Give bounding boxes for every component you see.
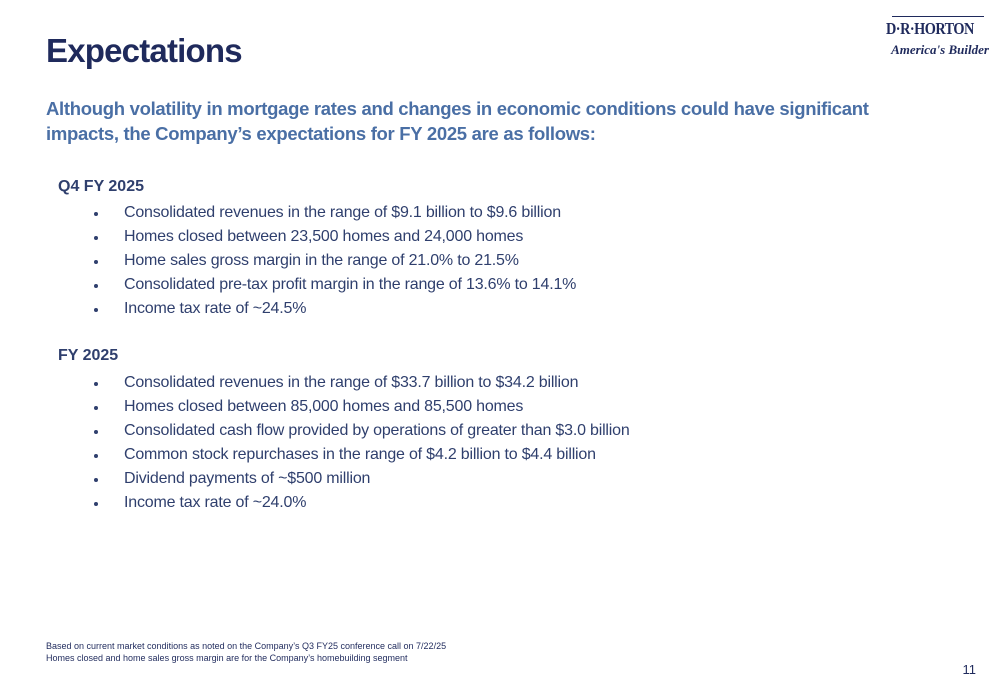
list-item-text: Common stock repurchases in the range of… xyxy=(124,446,596,463)
bullet-icon xyxy=(94,406,98,410)
list-item: Common stock repurchases in the range of… xyxy=(92,444,630,468)
logo-tagline: America's Builder xyxy=(891,42,989,57)
list-item: Homes closed between 23,500 homes and 24… xyxy=(92,226,576,250)
section-heading-fy2025: FY 2025 xyxy=(58,347,119,364)
list-item-text: Homes closed between 85,000 homes and 85… xyxy=(124,398,524,415)
list-item: Income tax rate of ~24.0% xyxy=(92,492,630,516)
footnote: Based on current market conditions as no… xyxy=(46,641,447,651)
list-item: Dividend payments of ~$500 million xyxy=(92,468,630,492)
q4-fy2025-list: Consolidated revenues in the range of $9… xyxy=(92,202,576,322)
list-item-text: Consolidated revenues in the range of $9… xyxy=(124,204,561,221)
list-item: Consolidated cash flow provided by opera… xyxy=(92,420,630,444)
bullet-icon xyxy=(94,502,98,506)
bullet-icon xyxy=(94,308,98,312)
list-item: Home sales gross margin in the range of … xyxy=(92,250,576,274)
list-item-text: Income tax rate of ~24.0% xyxy=(124,494,307,511)
bullet-icon xyxy=(94,430,98,434)
list-item-text: Consolidated pre-tax profit margin in th… xyxy=(124,276,577,293)
bullet-icon xyxy=(94,236,98,240)
list-item: Consolidated revenues in the range of $9… xyxy=(92,202,576,226)
footnotes: Based on current market conditions as no… xyxy=(46,640,446,664)
list-item-text: Consolidated cash flow provided by opera… xyxy=(124,422,630,439)
bullet-icon xyxy=(94,454,98,458)
list-item-text: Dividend payments of ~$500 million xyxy=(124,470,371,487)
list-item-text: Homes closed between 23,500 homes and 24… xyxy=(124,228,524,245)
bullet-icon xyxy=(94,212,98,216)
list-item: Consolidated revenues in the range of $3… xyxy=(92,372,630,396)
list-item-text: Income tax rate of ~24.5% xyxy=(124,300,307,317)
bullet-icon xyxy=(94,382,98,386)
list-item-text: Home sales gross margin in the range of … xyxy=(124,252,519,269)
company-logo: D·R·HORTON America's Builder xyxy=(886,16,989,62)
page-title: Expectations xyxy=(46,32,243,69)
logo-rule xyxy=(892,16,984,17)
list-item: Homes closed between 85,000 homes and 85… xyxy=(92,396,630,420)
bullet-icon xyxy=(94,478,98,482)
bullet-icon xyxy=(94,284,98,288)
list-item: Consolidated pre-tax profit margin in th… xyxy=(92,274,576,298)
list-item: Income tax rate of ~24.5% xyxy=(92,298,576,322)
bullet-icon xyxy=(94,260,98,264)
list-item-text: Consolidated revenues in the range of $3… xyxy=(124,374,579,391)
fy2025-list: Consolidated revenues in the range of $3… xyxy=(92,372,630,516)
page-number: 11 xyxy=(962,662,977,677)
logo-wordmark: D·R·HORTON xyxy=(886,19,974,38)
footnote: Homes closed and home sales gross margin… xyxy=(46,653,408,663)
intro-statement: Although volatility in mortgage rates an… xyxy=(46,98,869,144)
section-heading-q4-fy2025: Q4 FY 2025 xyxy=(58,178,144,195)
